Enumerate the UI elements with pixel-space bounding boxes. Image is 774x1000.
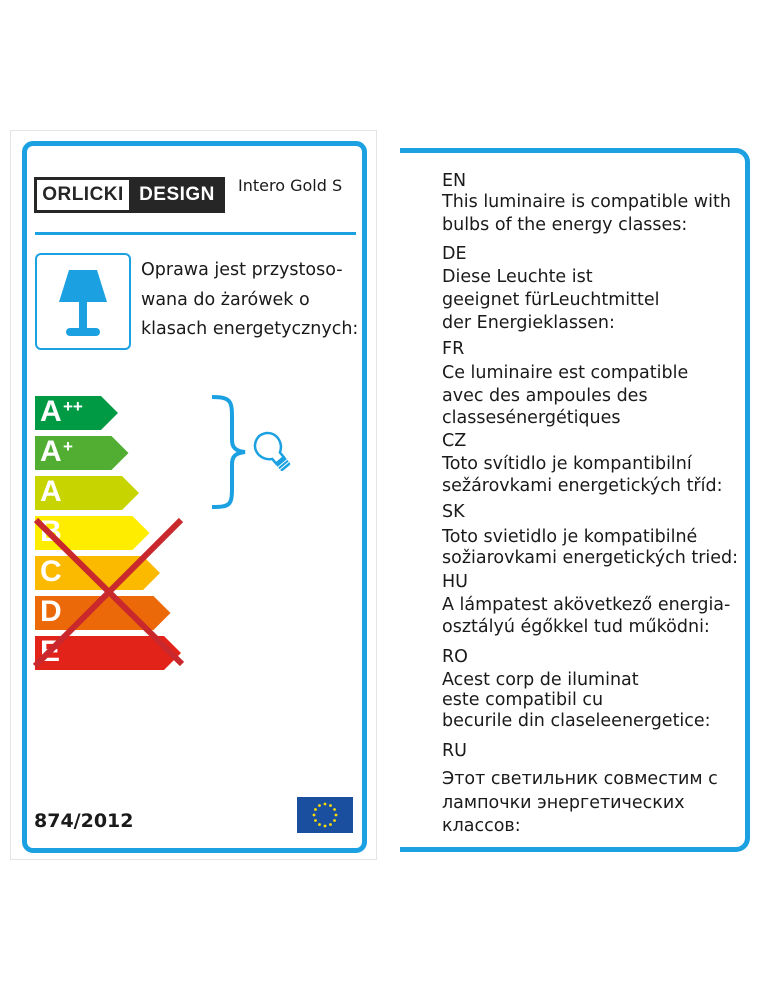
- model-name: Intero Gold S: [238, 176, 343, 195]
- eu-star: [312, 813, 316, 817]
- eu-flag-icon: [297, 797, 353, 833]
- translation-line: osztályú égőkkel tud működni:: [442, 617, 710, 637]
- regulation-number: 874/2012: [34, 810, 134, 832]
- translation-line: becurile din claseleenergetice:: [442, 711, 711, 731]
- energy-class-label: A: [40, 475, 62, 508]
- translation-line: Этот светильник совместим с: [442, 769, 718, 789]
- language-code: HU: [442, 572, 468, 592]
- language-code: DE: [442, 244, 467, 264]
- divider: [35, 232, 356, 235]
- eu-star: [329, 823, 332, 826]
- eu-star: [329, 804, 332, 807]
- energy-class-bar: A ++: [35, 396, 118, 430]
- polish-text-line: Oprawa jest przystoso-: [141, 260, 343, 280]
- translation-line: classesénergétiques: [442, 408, 621, 428]
- eu-star: [318, 804, 321, 807]
- energy-class-bar: A +: [35, 436, 129, 470]
- translation-line: sežárovkami energetických tříd:: [442, 476, 723, 496]
- eu-star: [314, 808, 317, 811]
- translation-line: классов:: [442, 816, 521, 836]
- brand-logo: ORLICKI DESIGN: [34, 177, 225, 213]
- language-code: SK: [442, 502, 465, 522]
- translation-line: Toto svítidlo je kompantibilní: [442, 454, 692, 474]
- translation-line: This luminaire is compatible with: [442, 192, 731, 212]
- eu-star: [333, 819, 336, 822]
- translation-line: geeignet fürLeuchtmittel: [442, 290, 660, 310]
- eu-star: [334, 813, 338, 817]
- eu-star: [314, 819, 317, 822]
- polish-text-line: wana do żarówek o: [141, 290, 310, 310]
- eu-star: [323, 802, 327, 806]
- label-sheet-border: [10, 130, 377, 860]
- translation-line: Diese Leuchte ist: [442, 267, 593, 287]
- energy-class-superscript: +: [63, 437, 73, 456]
- language-code: RO: [442, 647, 468, 667]
- eu-star: [333, 808, 336, 811]
- language-code: EN: [442, 171, 467, 191]
- language-code: FR: [442, 339, 465, 359]
- translations-panel: [400, 148, 750, 852]
- translation-line: A lámpatest akövetkező energia-: [442, 595, 731, 615]
- translation-line: este compatibil cu: [442, 690, 604, 710]
- translation-line: sožiarovkami energetických tried:: [442, 548, 739, 568]
- translation-line: Toto svietidlo je kompatibilné: [442, 527, 698, 547]
- energy-class-label: A: [40, 395, 62, 428]
- energy-class-bar: A: [35, 476, 139, 510]
- energy-class-label: C: [40, 555, 62, 588]
- polish-text-line: klasach energetycznych:: [141, 319, 359, 339]
- light-bulb-icon: [253, 431, 291, 471]
- translation-line: bulbs of the energy classes:: [442, 215, 688, 235]
- language-code: RU: [442, 741, 467, 761]
- energy-class-label: A: [40, 435, 62, 468]
- table-lamp-icon: [35, 253, 131, 350]
- logo-right-text: DESIGN: [139, 184, 215, 205]
- translation-line: avec des ampoules des: [442, 386, 648, 406]
- language-code: CZ: [442, 431, 467, 451]
- eu-star: [318, 823, 321, 826]
- eu-star: [323, 824, 327, 828]
- translation-line: Acest corp de iluminat: [442, 670, 639, 690]
- translation-line: лампочки энергетических: [442, 793, 685, 813]
- energy-class-label: D: [40, 595, 62, 628]
- logo-left-text: ORLICKI: [37, 180, 129, 210]
- translation-line: Ce luminaire est compatible: [442, 363, 689, 383]
- energy-label-card: [22, 141, 367, 853]
- brace: [211, 395, 246, 509]
- energy-class-superscript: ++: [63, 397, 83, 416]
- cross-out-mark: [32, 517, 185, 669]
- translation-line: der Energieklassen:: [442, 313, 615, 333]
